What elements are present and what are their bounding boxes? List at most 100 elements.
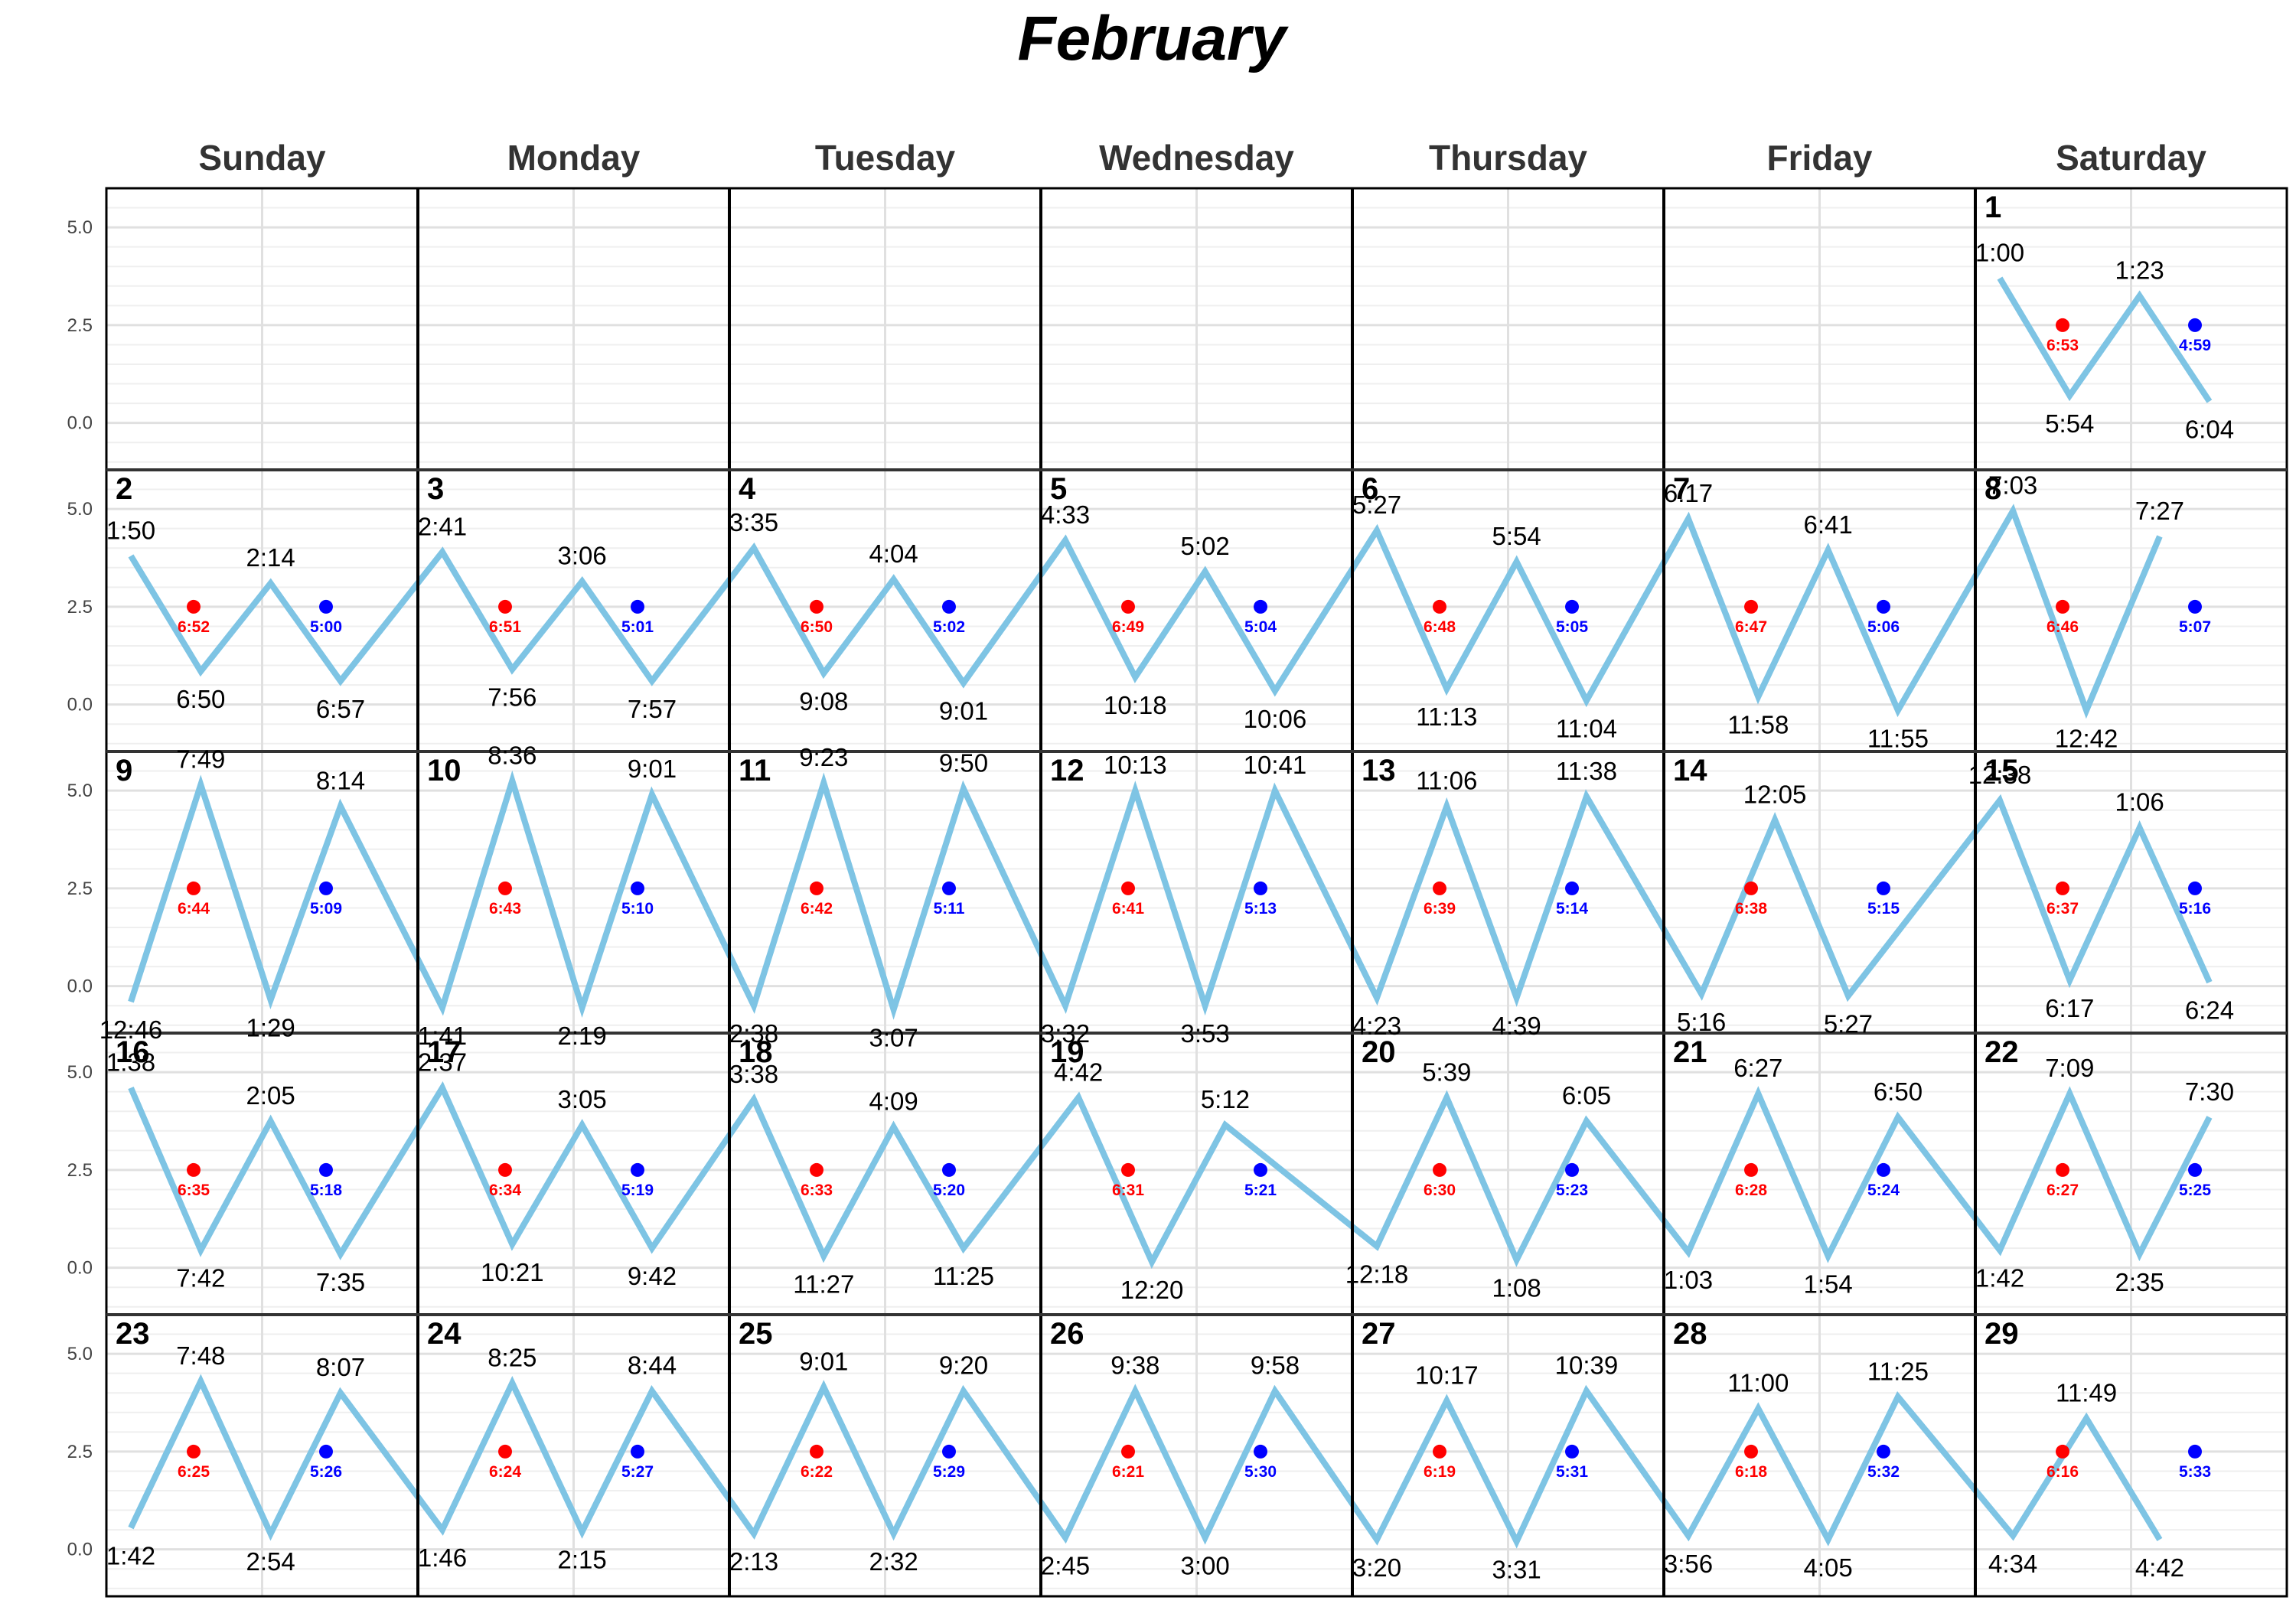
low-tide-label: 1:42 [106,1542,155,1570]
sunrise-marker [1433,881,1446,895]
high-tide-label: 10:41 [1244,751,1307,779]
low-tide-label: 3:20 [1352,1553,1401,1582]
sunset-label: 5:33 [2179,1463,2211,1481]
low-tide-label: 1:54 [1804,1270,1853,1298]
sunrise-label: 6:47 [1735,618,1767,636]
y-tick-label: 2.5 [67,1442,93,1462]
low-tide-label: 1:41 [418,1022,467,1050]
weekday-label-tuesday: Tuesday [815,138,956,178]
sunset-label: 5:01 [621,618,654,636]
low-tide-label: 2:54 [246,1547,295,1576]
high-tide-label: 4:33 [1041,500,1090,529]
sunset-label: 5:05 [1556,618,1588,636]
low-tide-label: 6:50 [176,685,225,713]
sunrise-marker [810,1444,823,1459]
chart-title: February [1018,4,1290,73]
high-tide-label: 4:42 [1054,1058,1103,1086]
sunrise-marker [2056,881,2069,895]
high-tide-label: 9:23 [799,743,848,771]
sunrise-marker [498,1162,512,1177]
sunrise-marker [1433,1162,1446,1177]
sunset-label: 4:59 [2179,337,2211,354]
date-number: 2 [116,472,132,506]
date-number: 24 [427,1317,461,1351]
low-tide-label: 12:18 [1345,1260,1409,1289]
sunrise-label: 6:21 [1112,1463,1144,1481]
sunrise-label: 6:41 [1112,900,1144,918]
high-tide-label: 2:05 [246,1081,295,1110]
high-tide-label: 9:20 [939,1351,988,1380]
high-tide-label: 11:38 [1556,757,1617,785]
high-tide-label: 11:06 [1416,767,1477,795]
date-number: 9 [116,754,132,787]
sunset-marker [631,881,644,895]
sunset-marker [1877,1162,1890,1177]
sunrise-marker [1121,881,1135,895]
y-tick-label: 0.0 [67,1258,93,1279]
sunset-label: 5:27 [621,1463,654,1481]
sunset-label: 5:25 [2179,1182,2211,1199]
calendar-frame [105,187,2288,1598]
high-tide-label: 1:00 [1975,239,2024,267]
sunrise-label: 6:27 [2047,1182,2079,1199]
date-number: 23 [116,1317,150,1351]
date-number: 4 [739,472,756,506]
sunrise-marker [1744,599,1758,614]
tide-series-line [128,504,2163,719]
date-number: 12 [1050,754,1084,787]
sunset-label: 5:19 [621,1182,654,1199]
sunset-label: 5:07 [2179,618,2211,636]
high-tide-label: 12:05 [1743,780,1807,808]
sunset-label: 5:14 [1556,900,1588,918]
high-tide-label: 8:14 [316,767,365,795]
sunset-marker [1877,1444,1890,1459]
date-number: 27 [1362,1317,1396,1351]
date-number: 28 [1673,1317,1707,1351]
weekday-label-wednesday: Wednesday [1099,138,1294,178]
labels: 1:00 5:54 1:23 6:04 1:50 6:50 2:14 6:57 2:41 7:56… [99,191,2234,1583]
date-number: 17 [427,1035,461,1069]
low-tide-label: 1:08 [1492,1273,1541,1302]
sunset-marker [942,1444,956,1459]
date-number: 22 [1985,1035,2019,1069]
date-number: 10 [427,754,461,787]
low-tide-label: 2:32 [869,1547,918,1576]
sunrise-label: 6:28 [1735,1182,1767,1199]
high-tide-label: 12:38 [1968,761,2032,789]
sunrise-marker [1744,1444,1758,1459]
low-tide-label: 10:18 [1104,691,1167,719]
sunset-marker [1877,881,1890,895]
high-tide-label: 9:01 [628,755,677,783]
high-tide-label: 10:39 [1555,1351,1619,1380]
sunset-marker [631,1162,644,1177]
high-tide-label: 7:09 [2045,1054,2094,1082]
high-tide-label: 1:38 [106,1048,155,1077]
low-tide-label: 6:57 [316,695,365,723]
sunrise-label: 6:19 [1424,1463,1456,1481]
high-tide-label: 6:50 [1874,1077,1923,1106]
high-tide-label: 3:05 [558,1085,607,1113]
sunrise-label: 6:33 [801,1182,833,1199]
sunrise-marker [1433,599,1446,614]
sunset-label: 5:02 [933,618,965,636]
high-tide-label: 7:30 [2185,1077,2234,1106]
sunset-marker [631,599,644,614]
date-number: 8 [1985,472,2001,506]
low-tide-label: 11:58 [1727,710,1789,738]
low-tide-label: 1:46 [418,1543,467,1572]
sunset-label: 5:26 [310,1463,342,1481]
y-tick-label: 0.0 [67,976,93,997]
low-tide-label: 4:42 [2135,1553,2184,1582]
cell-borders [105,187,2288,1598]
sunrise-label: 6:48 [1424,618,1456,636]
sunset-marker [1254,599,1267,614]
sunset-marker [319,599,333,614]
date-number: 5 [1050,472,1067,506]
sunset-label: 5:00 [310,618,342,636]
low-tide-label: 3:07 [869,1023,918,1051]
sunrise-label: 6:25 [178,1463,210,1481]
high-tide-label: 5:54 [1492,522,1541,550]
tide-series-line [128,1081,2213,1270]
sunset-label: 5:21 [1244,1182,1277,1199]
